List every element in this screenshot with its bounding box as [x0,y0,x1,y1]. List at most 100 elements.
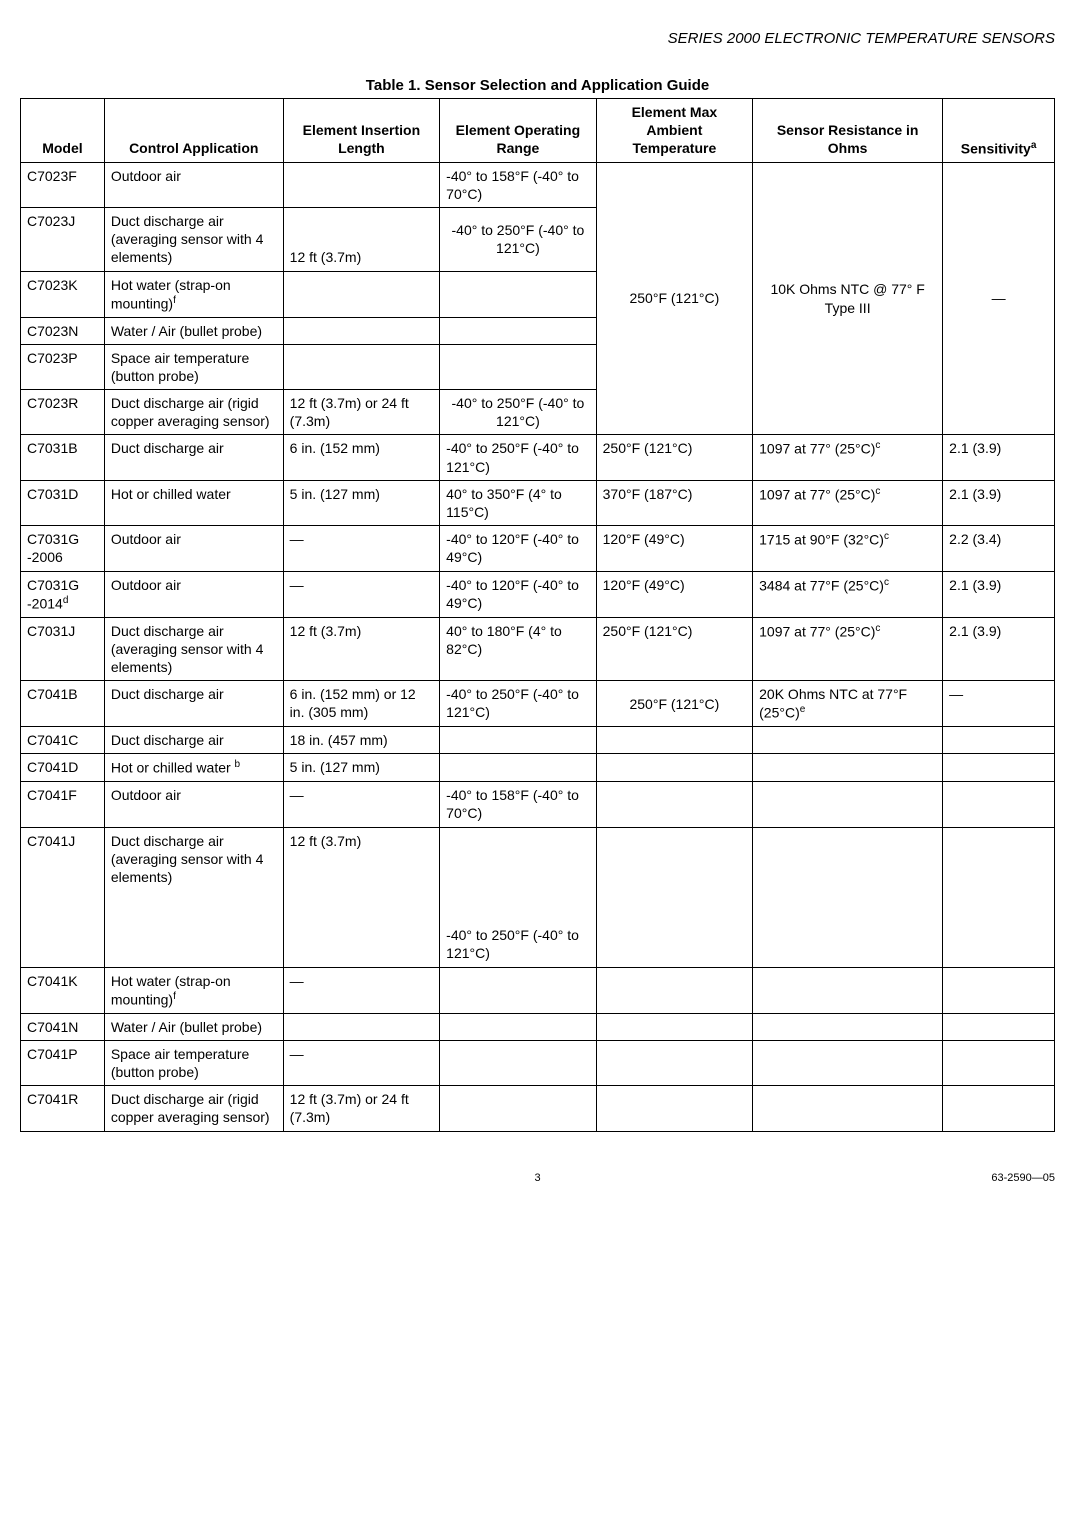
cell: 5 in. (127 mm) [283,754,439,782]
cell: 18 in. (457 mm) [283,727,439,754]
table-row: C7041FOutdoor air—-40° to 158°F (-40° to… [21,782,1055,827]
cell: Hot water (strap-on mounting)f [104,967,283,1013]
cell: 6 in. (152 mm) or 12 in. (305 mm) [283,681,439,727]
table-row: C7041RDuct discharge air (rigid copper a… [21,1086,1055,1131]
sensor-table: Model Control Application Element Insert… [20,98,1055,1132]
cell: 2.1 (3.9) [943,571,1055,617]
cell [596,1040,752,1085]
cell [596,782,752,827]
cell: -40° to 158°F (-40° to 70°C) [440,782,596,827]
col-resistance: Sensor Resistance in Ohms [753,99,943,163]
cell: Duct discharge air (averaging sensor wit… [104,617,283,681]
cell: 1097 at 77° (25°C)c [753,617,943,681]
cell: 1097 at 77° (25°C)c [753,435,943,480]
cell [283,344,439,389]
cell: 6 in. (152 mm) [283,435,439,480]
cell: 1715 at 90°F (32°C)c [753,526,943,571]
cell [943,1040,1055,1085]
cell [943,1013,1055,1040]
cell: C7023J [21,207,105,271]
cell [440,1013,596,1040]
table-row: C7031DHot or chilled water5 in. (127 mm)… [21,480,1055,525]
table-row: C7031JDuct discharge air (averaging sens… [21,617,1055,681]
cell: 12 ft (3.7m) [283,617,439,681]
cell [943,754,1055,782]
cell: -40° to 250°F (-40° to 121°C) [440,435,596,480]
cell: — [943,162,1055,435]
cell: — [943,681,1055,727]
cell: C7041B [21,681,105,727]
cell [753,967,943,1013]
table-row: C7031G -2014dOutdoor air—-40° to 120°F (… [21,571,1055,617]
cell: 250°F (121°C) [596,681,752,727]
col-len: Element Insertion Length [283,99,439,163]
table-row: C7041PSpace air temperature (button prob… [21,1040,1055,1085]
cell: Hot or chilled water [104,480,283,525]
cell: Space air temperature (button probe) [104,1040,283,1085]
cell: 2.1 (3.9) [943,480,1055,525]
cell: Duct discharge air (averaging sensor wit… [104,827,283,967]
cell: Hot or chilled water b [104,754,283,782]
table-row: C7041CDuct discharge air18 in. (457 mm) [21,727,1055,754]
cell: — [283,571,439,617]
table-row: C7041KHot water (strap-on mounting)f— [21,967,1055,1013]
cell [753,782,943,827]
cell: 3484 at 77°F (25°C)c [753,571,943,617]
cell: C7031G -2006 [21,526,105,571]
cell: 120°F (49°C) [596,571,752,617]
cell: -40° to 250°F (-40° to 121°C) [440,827,596,967]
cell [440,1040,596,1085]
cell: Duct discharge air [104,435,283,480]
cell: C7023F [21,162,105,207]
cell [753,727,943,754]
cell [596,967,752,1013]
cell: Duct discharge air [104,727,283,754]
page-number: 3 [20,1172,1055,1184]
cell: C7031D [21,480,105,525]
cell [943,727,1055,754]
table-row: C7031G -2006Outdoor air—-40° to 120°F (-… [21,526,1055,571]
cell: 370°F (187°C) [596,480,752,525]
col-range: Element Operating Range [440,99,596,163]
cell: -40° to 120°F (-40° to 49°C) [440,526,596,571]
cell: C7041R [21,1086,105,1131]
cell [753,754,943,782]
cell: C7023R [21,390,105,435]
cell [943,782,1055,827]
cell [943,967,1055,1013]
cell [596,1086,752,1131]
cell [596,727,752,754]
cell: 5 in. (127 mm) [283,480,439,525]
cell: -40° to 250°F (-40° to 121°C) [440,681,596,727]
table-row: C7023FOutdoor air-40° to 158°F (-40° to … [21,162,1055,207]
cell: C7031G -2014d [21,571,105,617]
cell: Duct discharge air (rigid copper averagi… [104,1086,283,1131]
cell: -40° to 158°F (-40° to 70°C) [440,162,596,207]
page-footer: 3 63-2590—05 [20,1172,1055,1184]
cell [596,1013,752,1040]
cell: 12 ft (3.7m) or 24 ft (7.3m) [283,390,439,435]
doc-header: SERIES 2000 ELECTRONIC TEMPERATURE SENSO… [20,30,1055,47]
table-row: C7041DHot or chilled water b5 in. (127 m… [21,754,1055,782]
cell: Hot water (strap-on mounting)f [104,271,283,317]
cell [283,317,439,344]
cell: 1097 at 77° (25°C)c [753,480,943,525]
cell [440,1086,596,1131]
cell: Duct discharge air [104,681,283,727]
cell: — [283,1040,439,1085]
cell: — [283,782,439,827]
cell: 2.1 (3.9) [943,617,1055,681]
cell: C7041P [21,1040,105,1085]
cell: Outdoor air [104,526,283,571]
table-row: C7041JDuct discharge air (averaging sens… [21,827,1055,967]
cell: 2.2 (3.4) [943,526,1055,571]
cell [943,827,1055,967]
col-model: Model [21,99,105,163]
table-row: C7031BDuct discharge air6 in. (152 mm)-4… [21,435,1055,480]
cell: 10K Ohms NTC @ 77° F Type III [753,162,943,435]
cell: C7041K [21,967,105,1013]
cell: Water / Air (bullet probe) [104,1013,283,1040]
cell: 12 ft (3.7m) or 24 ft (7.3m) [283,1086,439,1131]
cell: C7031B [21,435,105,480]
cell: — [283,967,439,1013]
